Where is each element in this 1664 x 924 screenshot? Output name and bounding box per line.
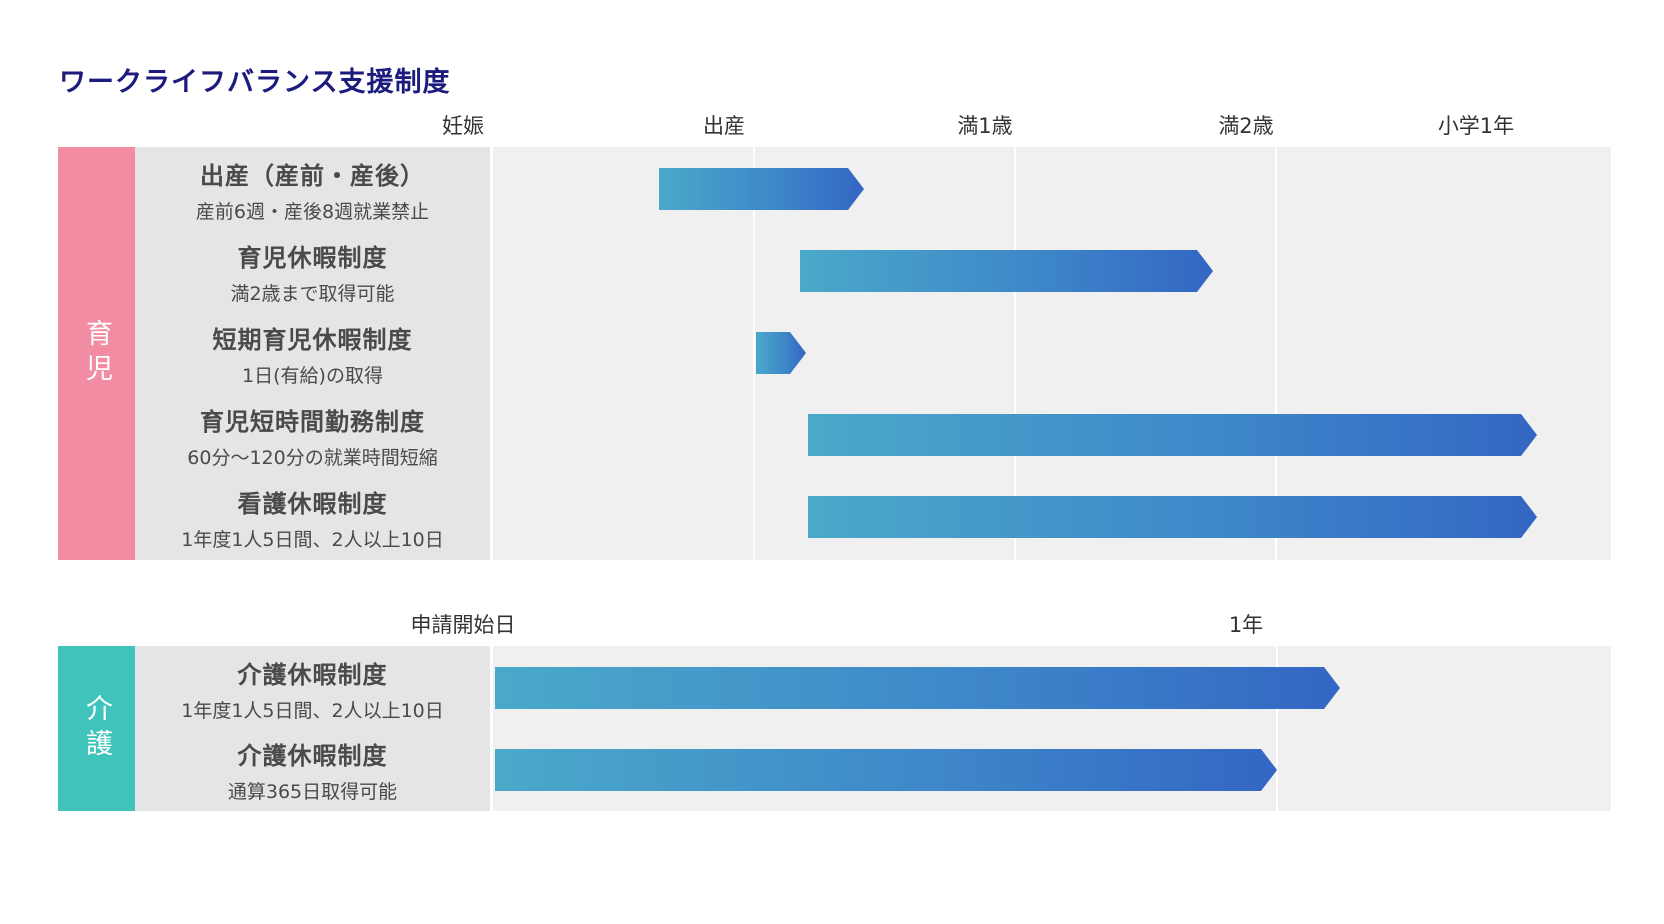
- row-name: 出産（産前・産後）: [200, 162, 425, 190]
- row-label: 育児短時間勤務制度 60分〜120分の就業時間短縮: [135, 393, 490, 479]
- schedule-row: 短期育児休暇制度 1日(有給)の取得: [135, 311, 1611, 397]
- axis-label-age2: 満2歳: [1218, 114, 1274, 138]
- grid-line: [1275, 147, 1277, 233]
- axis-label-grade1: 小学1年: [1437, 114, 1515, 138]
- row-description: 通算365日取得可能: [227, 780, 398, 803]
- grid-line: [1275, 229, 1277, 315]
- axis-label-birth: 出産: [703, 114, 745, 138]
- row-name: 育児休暇制度: [237, 244, 388, 272]
- period-bar: [495, 749, 1277, 791]
- row-description: 1年度1人5日間、2人以上10日: [181, 528, 444, 551]
- grid-line: [1276, 728, 1278, 811]
- row-label: 介護休暇制度 1年度1人5日間、2人以上10日: [135, 646, 490, 732]
- axis-label-application-start: 申請開始日: [410, 613, 516, 637]
- grid-line: [1014, 147, 1016, 233]
- schedule-row: 介護休暇制度 1年度1人5日間、2人以上10日: [135, 646, 1611, 732]
- timeline-track: [493, 475, 1611, 560]
- timeline-track: [493, 728, 1611, 811]
- schedule-row: 介護休暇制度 通算365日取得可能: [135, 728, 1611, 811]
- schedule-row: 看護休暇制度 1年度1人5日間、2人以上10日: [135, 475, 1611, 560]
- row-description: 1日(有給)の取得: [242, 365, 383, 387]
- row-name: 短期育児休暇制度: [212, 326, 413, 354]
- period-bar: [495, 667, 1340, 709]
- row-label: 育児休暇制度 満2歳まで取得可能: [135, 229, 490, 315]
- row-name: 介護休暇制度: [237, 661, 388, 689]
- row-label: 介護休暇制度 通算365日取得可能: [135, 728, 490, 811]
- category-nursing: 介護: [58, 646, 135, 811]
- period-bar: [756, 332, 806, 374]
- timeline-track: [493, 229, 1611, 315]
- schedule-row: 育児短時間勤務制度 60分〜120分の就業時間短縮: [135, 393, 1611, 479]
- row-description: 1年度1人5日間、2人以上10日: [181, 700, 444, 722]
- timeline-track: [493, 646, 1611, 732]
- period-bar: [808, 496, 1537, 538]
- row-name: 看護休暇制度: [237, 489, 388, 518]
- row-description: 満2歳まで取得可能: [230, 283, 395, 305]
- period-bar: [659, 168, 864, 210]
- row-description: 産前6週・産後8週就業禁止: [195, 201, 430, 223]
- timeline-track: [493, 311, 1611, 397]
- grid-line: [753, 229, 755, 315]
- timeline-track: [493, 147, 1611, 233]
- row-label: 短期育児休暇制度 1日(有給)の取得: [135, 311, 490, 397]
- period-bar: [808, 414, 1537, 456]
- row-description: 60分〜120分の就業時間短縮: [187, 447, 438, 469]
- category-childcare: 育児: [58, 147, 135, 560]
- timeline-track: [493, 393, 1611, 479]
- schedule-row: 育児休暇制度 満2歳まで取得可能: [135, 229, 1611, 315]
- page-title: ワークライフバランス支援制度: [59, 67, 451, 98]
- axis-label-age1: 満1歳: [957, 114, 1013, 138]
- grid-line: [1014, 311, 1016, 397]
- schedule-row: 出産（産前・産後） 産前6週・産後8週就業禁止: [135, 147, 1611, 233]
- axis-label-pregnancy: 妊娠: [442, 114, 484, 138]
- grid-line: [753, 393, 755, 479]
- axis-label-one-year: 1年: [1228, 613, 1264, 637]
- row-name: 育児短時間勤務制度: [200, 408, 425, 436]
- grid-line: [1275, 311, 1277, 397]
- grid-line: [753, 475, 755, 560]
- row-name: 介護休暇制度: [237, 741, 388, 770]
- childcare-section: 育児 出産（産前・産後） 産前6週・産後8週就業禁止 育児休暇制度 満2歳まで取…: [58, 147, 1611, 560]
- row-label: 看護休暇制度 1年度1人5日間、2人以上10日: [135, 475, 490, 560]
- nursing-section: 介護 介護休暇制度 1年度1人5日間、2人以上10日 介護休暇制度 通算365日…: [58, 646, 1611, 811]
- period-bar: [800, 250, 1213, 292]
- grid-line: [753, 311, 755, 397]
- row-label: 出産（産前・産後） 産前6週・産後8週就業禁止: [135, 147, 490, 233]
